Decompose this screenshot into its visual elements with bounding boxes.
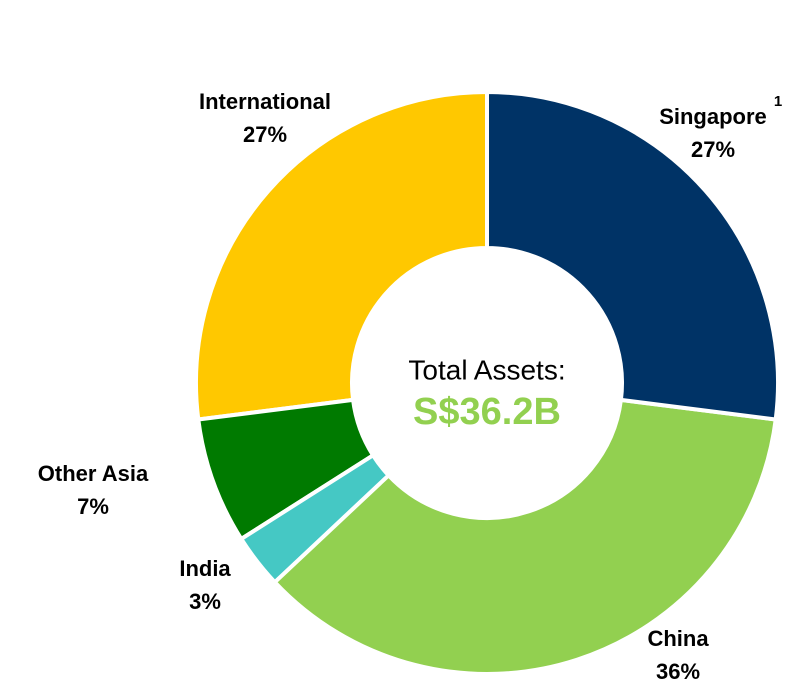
donut-slice [272,397,778,676]
slice-label: International [199,89,331,114]
center-label: Total Assets: [408,354,565,385]
slice-value-label: 36% [656,659,700,684]
donut-slice [485,89,780,422]
footnote-marker: 1 [774,93,782,110]
slice-label: Other Asia [38,461,149,486]
center-value: S$36.2B [413,391,561,433]
slice-label: India [179,556,231,581]
slice-value-label: 27% [243,122,287,147]
donut-slice [194,89,489,422]
slice-value-label: 7% [77,494,109,519]
donut-slice [196,397,376,542]
slice-label: China [647,626,709,651]
slice-label: Singapore [659,104,767,129]
slice-value-label: 3% [189,589,221,614]
slice-value-label: 27% [691,137,735,162]
donut-slice [238,452,392,586]
